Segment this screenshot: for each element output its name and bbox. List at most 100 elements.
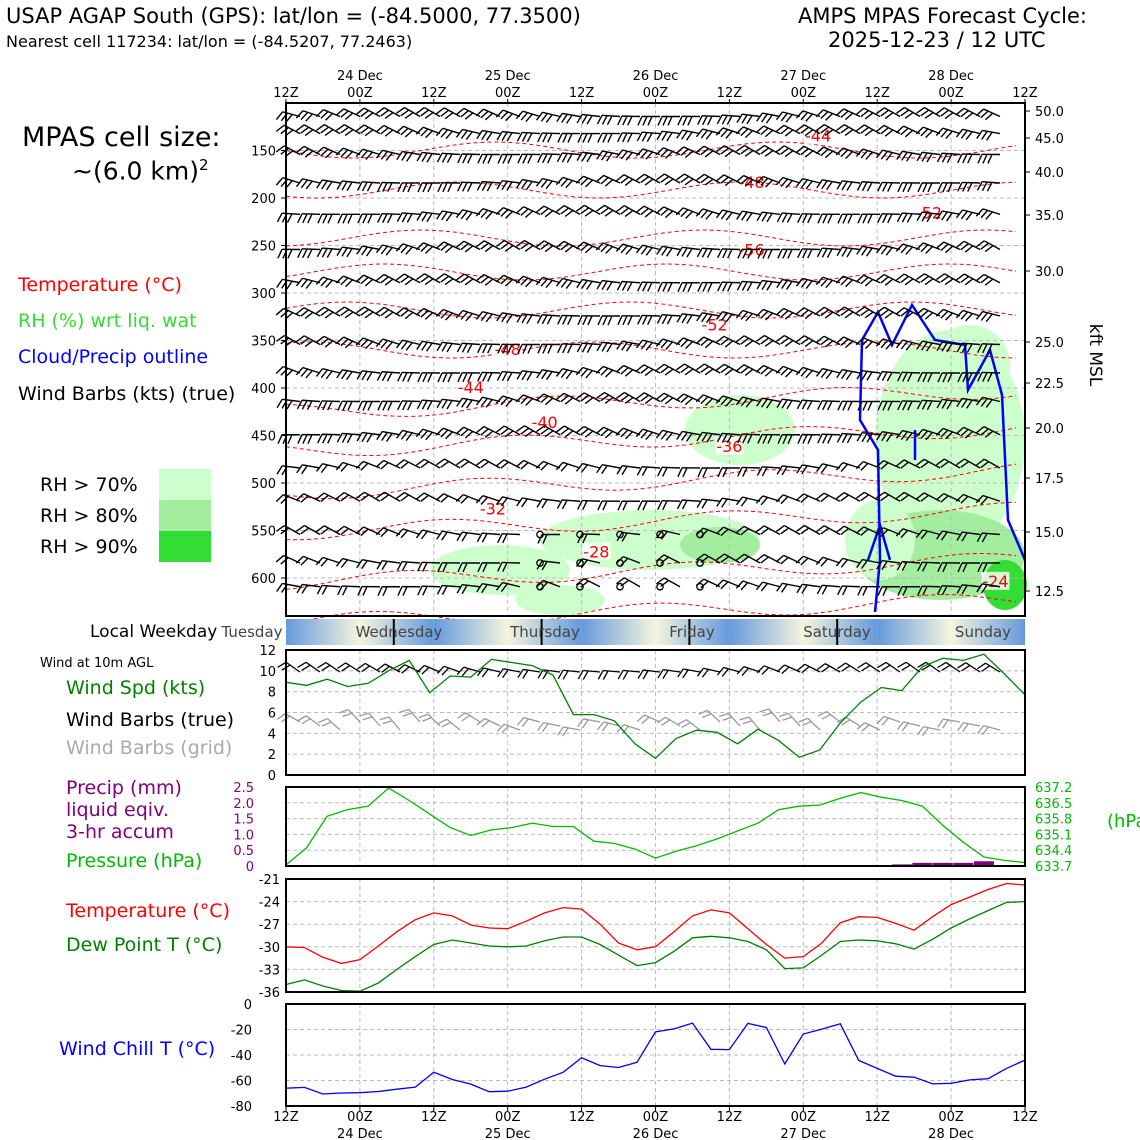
wind-barb-shaft bbox=[323, 525, 341, 536]
wind-barb-feather bbox=[886, 372, 893, 382]
temp-tick: -36 bbox=[259, 986, 280, 1001]
wind-barb-feather bbox=[860, 528, 869, 536]
wind-barb-shaft bbox=[944, 458, 961, 469]
wind-barb bbox=[376, 560, 401, 571]
windchill-tick: -40 bbox=[231, 1049, 252, 1064]
wind-barb-feather bbox=[800, 126, 810, 134]
wind-barb bbox=[936, 273, 961, 286]
wind-barb-shaft bbox=[663, 554, 681, 564]
wind-barb-shaft bbox=[282, 582, 301, 588]
wind-barb-shaft bbox=[403, 491, 421, 502]
wind-barb-feather bbox=[360, 109, 369, 118]
wind-barb-feather bbox=[624, 178, 634, 187]
wind-barb-feather bbox=[895, 273, 905, 281]
wind-barb-feather bbox=[797, 213, 803, 223]
wind-barb-shaft bbox=[641, 281, 661, 284]
rh-region bbox=[430, 545, 570, 595]
wind-barb-feather bbox=[922, 562, 928, 572]
wind-barb-shaft bbox=[883, 306, 901, 317]
true-wind-barb-feather bbox=[301, 664, 311, 671]
wind-barb-feather bbox=[395, 307, 405, 315]
wind-barb-feather bbox=[535, 240, 545, 248]
wind-barb-shaft bbox=[462, 309, 481, 317]
wind-barb-shaft bbox=[322, 368, 341, 374]
wind-barb bbox=[596, 204, 621, 217]
wind-barb-feather bbox=[555, 425, 565, 433]
wind-barb bbox=[615, 243, 641, 255]
wind-barb-feather bbox=[961, 343, 968, 353]
true-wind-barb-feather bbox=[736, 666, 745, 675]
wind-barb-feather bbox=[635, 364, 645, 372]
wind-barb-shaft bbox=[881, 370, 901, 374]
wind-barb-feather bbox=[480, 276, 489, 284]
wind-barb-feather bbox=[375, 338, 384, 347]
wind-barb bbox=[435, 308, 461, 321]
wind-barb-shaft bbox=[622, 555, 641, 564]
wind-barb bbox=[637, 281, 661, 292]
wind-barb-feather bbox=[436, 341, 443, 352]
wind-barb bbox=[895, 491, 921, 502]
grid-wind-barb-shaft bbox=[603, 721, 621, 727]
wind-barb bbox=[655, 206, 681, 219]
wind-barb-feather bbox=[880, 150, 888, 160]
wind-barb-feather bbox=[421, 152, 428, 162]
true-wind-barb-feather bbox=[317, 661, 327, 669]
wind-barb-feather bbox=[717, 281, 723, 292]
wind-barb-feather bbox=[375, 124, 385, 133]
wind-barb bbox=[315, 368, 341, 380]
bottom-hour-tick: 00Z bbox=[791, 1110, 817, 1125]
wind-barb-feather bbox=[276, 278, 283, 288]
wind-barb-feather bbox=[505, 113, 514, 122]
wind-barb bbox=[856, 306, 881, 319]
precip-panel-frame bbox=[285, 786, 1026, 867]
wind-barb-feather bbox=[485, 211, 493, 220]
wind-barb bbox=[356, 491, 381, 502]
wind-barb-feather bbox=[320, 309, 330, 317]
wind-barb-feather bbox=[900, 461, 909, 469]
wind-barb-feather bbox=[942, 182, 948, 193]
wind-barb-feather bbox=[855, 124, 865, 132]
wind-barb-shaft bbox=[902, 339, 921, 346]
wind-barb-feather bbox=[316, 247, 323, 258]
wind-barb-feather bbox=[625, 431, 634, 440]
true-wind-barb bbox=[337, 662, 361, 673]
wind-barb-feather bbox=[866, 433, 873, 443]
wind-barb-shaft bbox=[922, 211, 941, 216]
grid-wind-barb-feather bbox=[821, 713, 831, 720]
true-wind-barb-feather bbox=[602, 670, 609, 680]
wind-barb-feather bbox=[402, 182, 408, 193]
wind-barb-feather bbox=[926, 213, 933, 223]
wind-barb-shaft bbox=[602, 150, 621, 156]
wind-barb-feather bbox=[620, 394, 630, 402]
wind-barb-feather bbox=[480, 428, 489, 436]
wind-barb-feather bbox=[704, 178, 714, 186]
wind-barb bbox=[395, 339, 421, 351]
wind-barb-feather bbox=[955, 107, 965, 116]
wind-barb-shaft bbox=[542, 276, 561, 284]
wind-barb-shaft bbox=[842, 246, 861, 251]
wind-barb-feather bbox=[581, 114, 588, 124]
wind-barb-feather bbox=[937, 182, 943, 193]
wind-barb-feather bbox=[640, 149, 649, 159]
wind-barb-feather bbox=[775, 124, 785, 133]
wind-barb bbox=[616, 280, 641, 292]
wind-barb-feather bbox=[300, 368, 309, 377]
wind-barb-feather bbox=[286, 400, 293, 410]
wind-barb-feather bbox=[815, 276, 824, 286]
wind-barb-shaft bbox=[344, 306, 361, 317]
wind-barb-feather bbox=[361, 371, 368, 381]
wind-barb-shaft bbox=[963, 426, 981, 436]
true-wind-barb-shaft bbox=[905, 661, 921, 673]
wind-barb-feather bbox=[375, 460, 385, 468]
wind-barb-shaft bbox=[402, 429, 421, 436]
wind-barb-feather bbox=[381, 371, 388, 382]
wind-barb bbox=[615, 205, 641, 218]
wind-barb-feather bbox=[275, 177, 284, 186]
wind-barb bbox=[956, 342, 981, 353]
wind-barb-feather bbox=[535, 579, 544, 588]
wind-barb-feather bbox=[581, 280, 588, 289]
wind-barb bbox=[375, 149, 401, 161]
wind-barb-feather bbox=[540, 395, 549, 404]
wind-barb-feather bbox=[775, 111, 784, 121]
wind-barb-feather bbox=[484, 112, 494, 121]
